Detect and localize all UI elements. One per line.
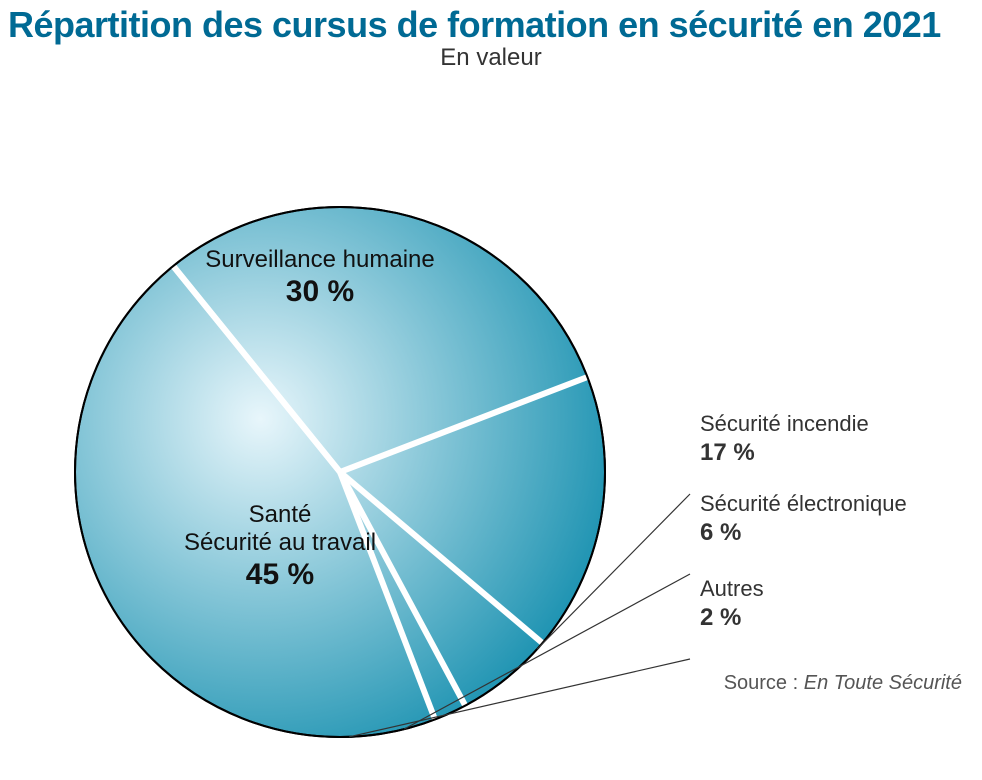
slice-label-external: Sécurité électronique6 % (700, 490, 907, 548)
svg-text:Santé: Santé (249, 501, 312, 528)
chart-title: Répartition des cursus de formation en s… (0, 0, 982, 46)
source-name: En Toute Sécurité (804, 672, 962, 694)
slice-label-external: Autres2 % (700, 575, 764, 633)
slice-label-text: Sécurité électronique (700, 490, 907, 518)
chart-source: Source : En Toute Sécurité (724, 672, 962, 695)
svg-text:45 %: 45 % (246, 558, 314, 591)
slice-label-text: Sécurité incendie (700, 410, 869, 438)
slice-label-external: Sécurité incendie17 % (700, 410, 869, 468)
slice-percent-text: 6 % (700, 518, 907, 548)
svg-text:30 %: 30 % (286, 275, 354, 308)
source-prefix: Source : (724, 672, 804, 694)
chart-subtitle: En valeur (0, 44, 982, 72)
slice-percent-text: 2 % (700, 603, 764, 633)
slice-percent-text: 17 % (700, 438, 869, 468)
chart-container: Répartition des cursus de formation en s… (0, 0, 982, 703)
svg-text:Sécurité au travail: Sécurité au travail (184, 529, 376, 556)
svg-text:Surveillance humaine: Surveillance humaine (205, 246, 434, 273)
slice-label-text: Autres (700, 575, 764, 603)
